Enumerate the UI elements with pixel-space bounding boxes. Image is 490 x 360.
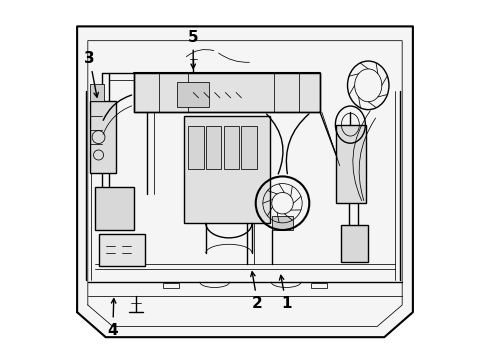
Polygon shape	[77, 26, 413, 337]
Bar	[90, 102, 117, 173]
Bar	[272, 216, 293, 230]
Bar	[184, 116, 270, 223]
Bar	[311, 283, 327, 288]
Text: 4: 4	[107, 299, 118, 338]
Bar	[98, 234, 145, 266]
Text: 3: 3	[84, 51, 98, 97]
Bar	[242, 126, 257, 169]
Bar	[134, 73, 320, 112]
Bar	[90, 84, 104, 102]
Bar	[336, 125, 367, 203]
Bar	[206, 126, 221, 169]
Bar	[95, 187, 134, 230]
Text: 2: 2	[251, 272, 263, 311]
Text: 1: 1	[279, 275, 292, 311]
Bar	[342, 225, 368, 262]
Bar	[188, 126, 203, 169]
Bar	[177, 82, 209, 107]
Bar	[163, 283, 179, 288]
Bar	[223, 126, 239, 169]
Text: 5: 5	[188, 30, 198, 68]
